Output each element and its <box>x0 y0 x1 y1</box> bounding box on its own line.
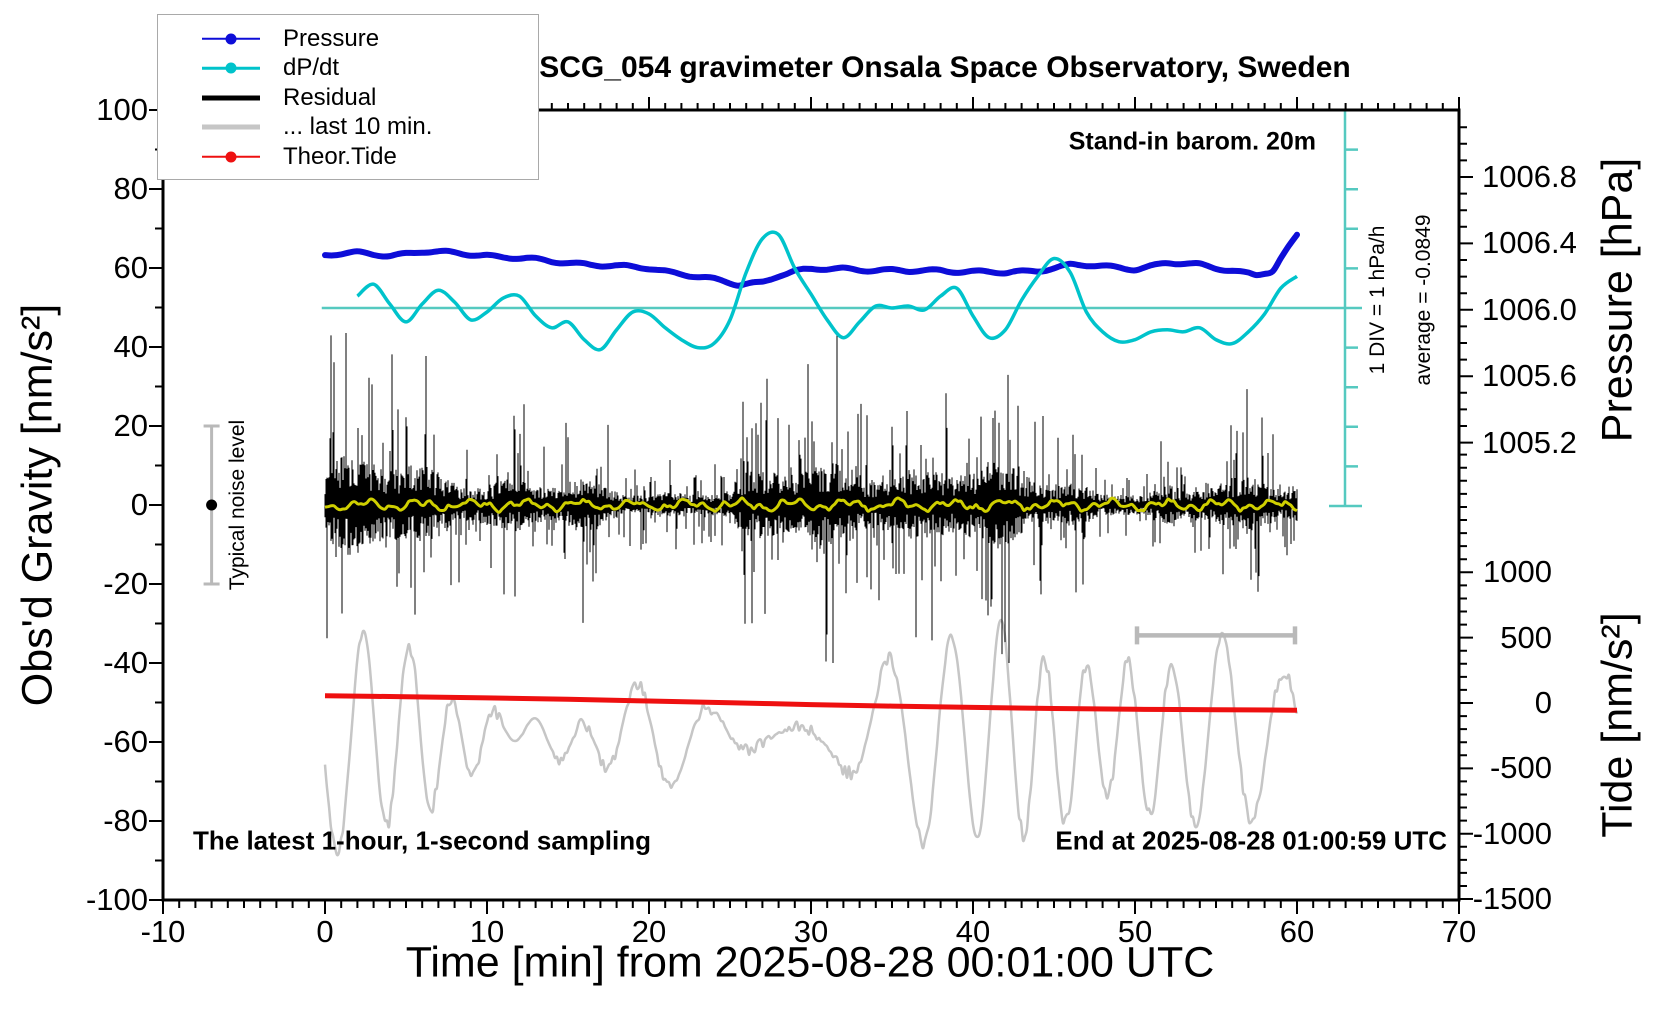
legend-swatch-icon <box>202 62 260 74</box>
pressure-tick-label: 1006.8 <box>1482 159 1577 194</box>
time-tick-label: 50 <box>1117 914 1153 949</box>
legend-item: dP/dt <box>158 54 538 84</box>
legend-label: ... last 10 min. <box>283 113 433 141</box>
plot-frame <box>161 108 1461 902</box>
legend: Pressure dP/dt Residual... last 10 min. The… <box>157 14 539 180</box>
dpdt-gauge <box>321 108 1362 508</box>
legend-swatch-icon <box>202 92 260 104</box>
legend-swatch-icon <box>202 121 260 133</box>
tide-tick-label: -1000 <box>1472 815 1552 851</box>
pressure-tick-label: 1006.4 <box>1482 225 1577 261</box>
time-tick-label: 10 <box>469 914 505 949</box>
legend-swatch-icon <box>202 151 260 163</box>
gravity-tick-label: 100 <box>96 92 148 127</box>
legend-item: Theor.Tide <box>158 142 538 172</box>
chart-title: SCG_054 gravimeter Onsala Space Observat… <box>539 51 1351 84</box>
time-tick-label: 40 <box>955 914 991 949</box>
legend-label: Residual <box>283 83 377 111</box>
tide-axis-title: Tide [nm/s²] <box>1593 612 1642 838</box>
gravity-tick-label: -20 <box>103 566 148 601</box>
sampling-note: The latest 1-hour, 1-second sampling <box>193 825 651 856</box>
tide-tick-label: -500 <box>1489 750 1552 786</box>
ten-minute-scalebar <box>1134 626 1298 645</box>
time-tick-label: -10 <box>140 914 186 949</box>
time-tick-label: 0 <box>316 914 334 949</box>
x-axis-title: Time [min] from 2025-08-28 00:01:00 UTC <box>405 938 1215 987</box>
time-tick-label: 70 <box>1441 914 1477 949</box>
pressure-tick-label: 1005.2 <box>1482 424 1577 460</box>
noise-level-label: Typical noise level <box>226 419 249 591</box>
smoothed-residual-curve <box>324 496 1298 514</box>
tide-tick-label: 0 <box>1534 685 1552 720</box>
legend-label: dP/dt <box>283 54 340 82</box>
end-time-note: End at 2025-08-28 01:00:59 UTC <box>1055 825 1447 856</box>
gravity-axis-title: Obs'd Gravity [nm/s²] <box>13 303 62 707</box>
gravity-tick-label: 80 <box>113 171 148 206</box>
legend-item: ... last 10 min. <box>158 113 538 143</box>
gravity-tick-label: 60 <box>113 250 148 285</box>
tide-tick-label: -1500 <box>1472 881 1552 917</box>
average-label: average = -0.0849 <box>1412 214 1435 386</box>
last-10-min-curve <box>323 618 1299 857</box>
axis-ticks <box>149 97 1473 914</box>
pressure-tick-label: 1005.6 <box>1482 358 1577 394</box>
pressure-axis-title: Pressure [hPa] <box>1593 157 1642 443</box>
gravity-tick-label: 20 <box>113 408 148 443</box>
gravity-tick-label: -60 <box>103 724 148 759</box>
gravity-tick-label: -80 <box>103 803 148 838</box>
time-tick-label: 20 <box>631 914 667 949</box>
pressure-tick-label: 1006.0 <box>1482 291 1577 327</box>
dpdt-curve <box>356 230 1299 352</box>
legend-label: Pressure <box>283 24 380 52</box>
tide-tick-label: 500 <box>1500 619 1552 655</box>
gravity-tick-label: 0 <box>130 487 148 522</box>
gravity-tick-label: -100 <box>85 882 148 917</box>
div-scale-label: 1 DIV = 1 hPa/h <box>1366 225 1389 375</box>
legend-label: Theor.Tide <box>283 142 397 170</box>
tide-tick-label: 1000 <box>1483 554 1552 590</box>
barometer-note: Stand-in barom. 20m <box>1068 127 1316 156</box>
legend-item: Pressure <box>158 24 538 54</box>
noise-level-dot <box>206 499 218 511</box>
time-tick-label: 60 <box>1279 914 1315 949</box>
pressure-curve <box>322 231 1300 289</box>
theoretical-tide-curve <box>324 693 1298 713</box>
gravity-tick-label: -40 <box>103 645 148 680</box>
legend-swatch-icon <box>202 33 260 45</box>
gravity-tick-label: 40 <box>113 329 148 364</box>
legend-item: Residual <box>158 83 538 113</box>
time-tick-label: 30 <box>793 914 829 949</box>
